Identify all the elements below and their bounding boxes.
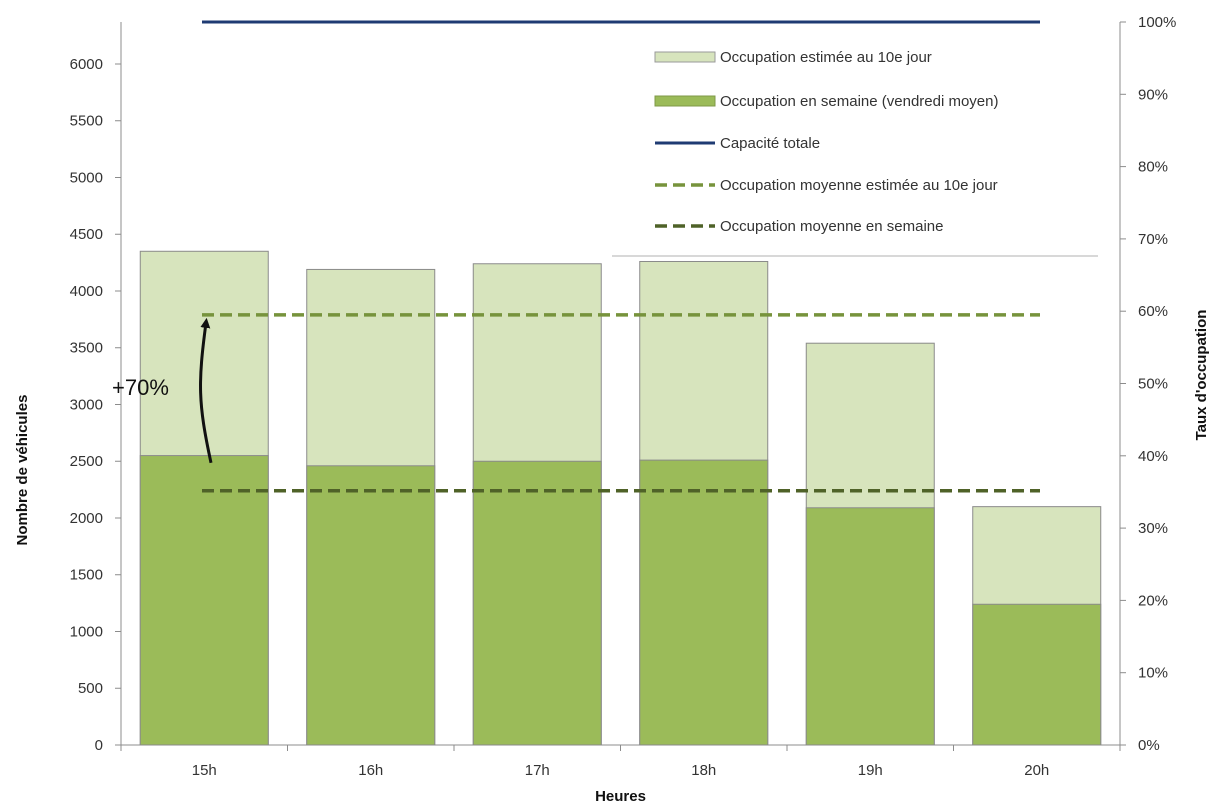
y2-axis-title: Taux d'occupation (1193, 310, 1210, 441)
y2-tick-label: 80% (1138, 159, 1168, 176)
y-tick-label: 4500 (70, 226, 103, 243)
x-tick-label: 15h (192, 762, 217, 779)
x-axis-title: Heures (595, 788, 646, 805)
legend: Occupation estimée au 10e jour Occupation… (612, 30, 1098, 257)
y-tick-label: 3500 (70, 340, 103, 357)
y-tick-label: 2500 (70, 453, 103, 470)
y2-tick-label: 40% (1138, 448, 1168, 465)
bar-weekday-20h (972, 603, 1102, 746)
y2-tick-label: 100% (1138, 14, 1176, 31)
bars (139, 250, 1102, 746)
y-tick-label: 2000 (70, 510, 103, 527)
legend-label-estimated: Occupation estimée au 10e jour (720, 49, 932, 66)
y-tick-label: 5500 (70, 113, 103, 130)
legend-swatch-weekday (654, 95, 716, 107)
y-tick-label: 1500 (70, 567, 103, 584)
legend-swatch-estimated (654, 51, 716, 63)
legend-label-avg-weekday: Occupation moyenne en semaine (720, 218, 943, 235)
x-tick-label: 17h (525, 762, 550, 779)
x-tick-label: 19h (858, 762, 883, 779)
x-tick-label: 18h (691, 762, 716, 779)
y2-tick-label: 20% (1138, 592, 1168, 609)
y-tick-label: 4000 (70, 283, 103, 300)
bar-weekday-17h (472, 460, 602, 746)
bar-weekday-15h (139, 455, 269, 746)
annotation: +70% (112, 317, 213, 464)
increase-arrow (199, 317, 213, 464)
axis-titles: Heures Nombre de véhicules Taux d'occupati… (14, 310, 1210, 805)
y2-tick-label: 60% (1138, 303, 1168, 320)
y2-tick-label: 0% (1138, 737, 1160, 754)
legend-label-capacity: Capacité totale (720, 135, 820, 152)
x-tick-label: 20h (1024, 762, 1049, 779)
reference-lines (202, 20, 1040, 493)
increase-label: +70% (112, 375, 169, 400)
legend-label-weekday: Occupation en semaine (vendredi moyen) (720, 93, 998, 110)
bar-weekday-16h (306, 465, 436, 746)
y-tick-label: 500 (78, 680, 103, 697)
bar-weekday-18h (639, 459, 769, 746)
y2-tick-label: 10% (1138, 665, 1168, 682)
y2-tick-label: 90% (1138, 86, 1168, 103)
bar-weekday-19h (805, 507, 935, 746)
axes: 0 500 1000 1500 2000 2500 3000 3500 4000 4500 5000… (70, 14, 1177, 779)
legend-label-avg-estimated: Occupation moyenne estimée au 10e jour (720, 177, 998, 194)
x-tick-label: 16h (358, 762, 383, 779)
y-tick-label: 3000 (70, 396, 103, 413)
y2-tick-label: 50% (1138, 376, 1168, 393)
y2-tick-label: 70% (1138, 231, 1168, 248)
y-tick-label: 1000 (70, 623, 103, 640)
y-tick-label: 0 (95, 737, 103, 754)
y-tick-label: 5000 (70, 169, 103, 186)
y2-tick-label: 30% (1138, 520, 1168, 537)
y-tick-label: 6000 (70, 56, 103, 73)
y-axis-title: Nombre de véhicules (14, 395, 31, 546)
